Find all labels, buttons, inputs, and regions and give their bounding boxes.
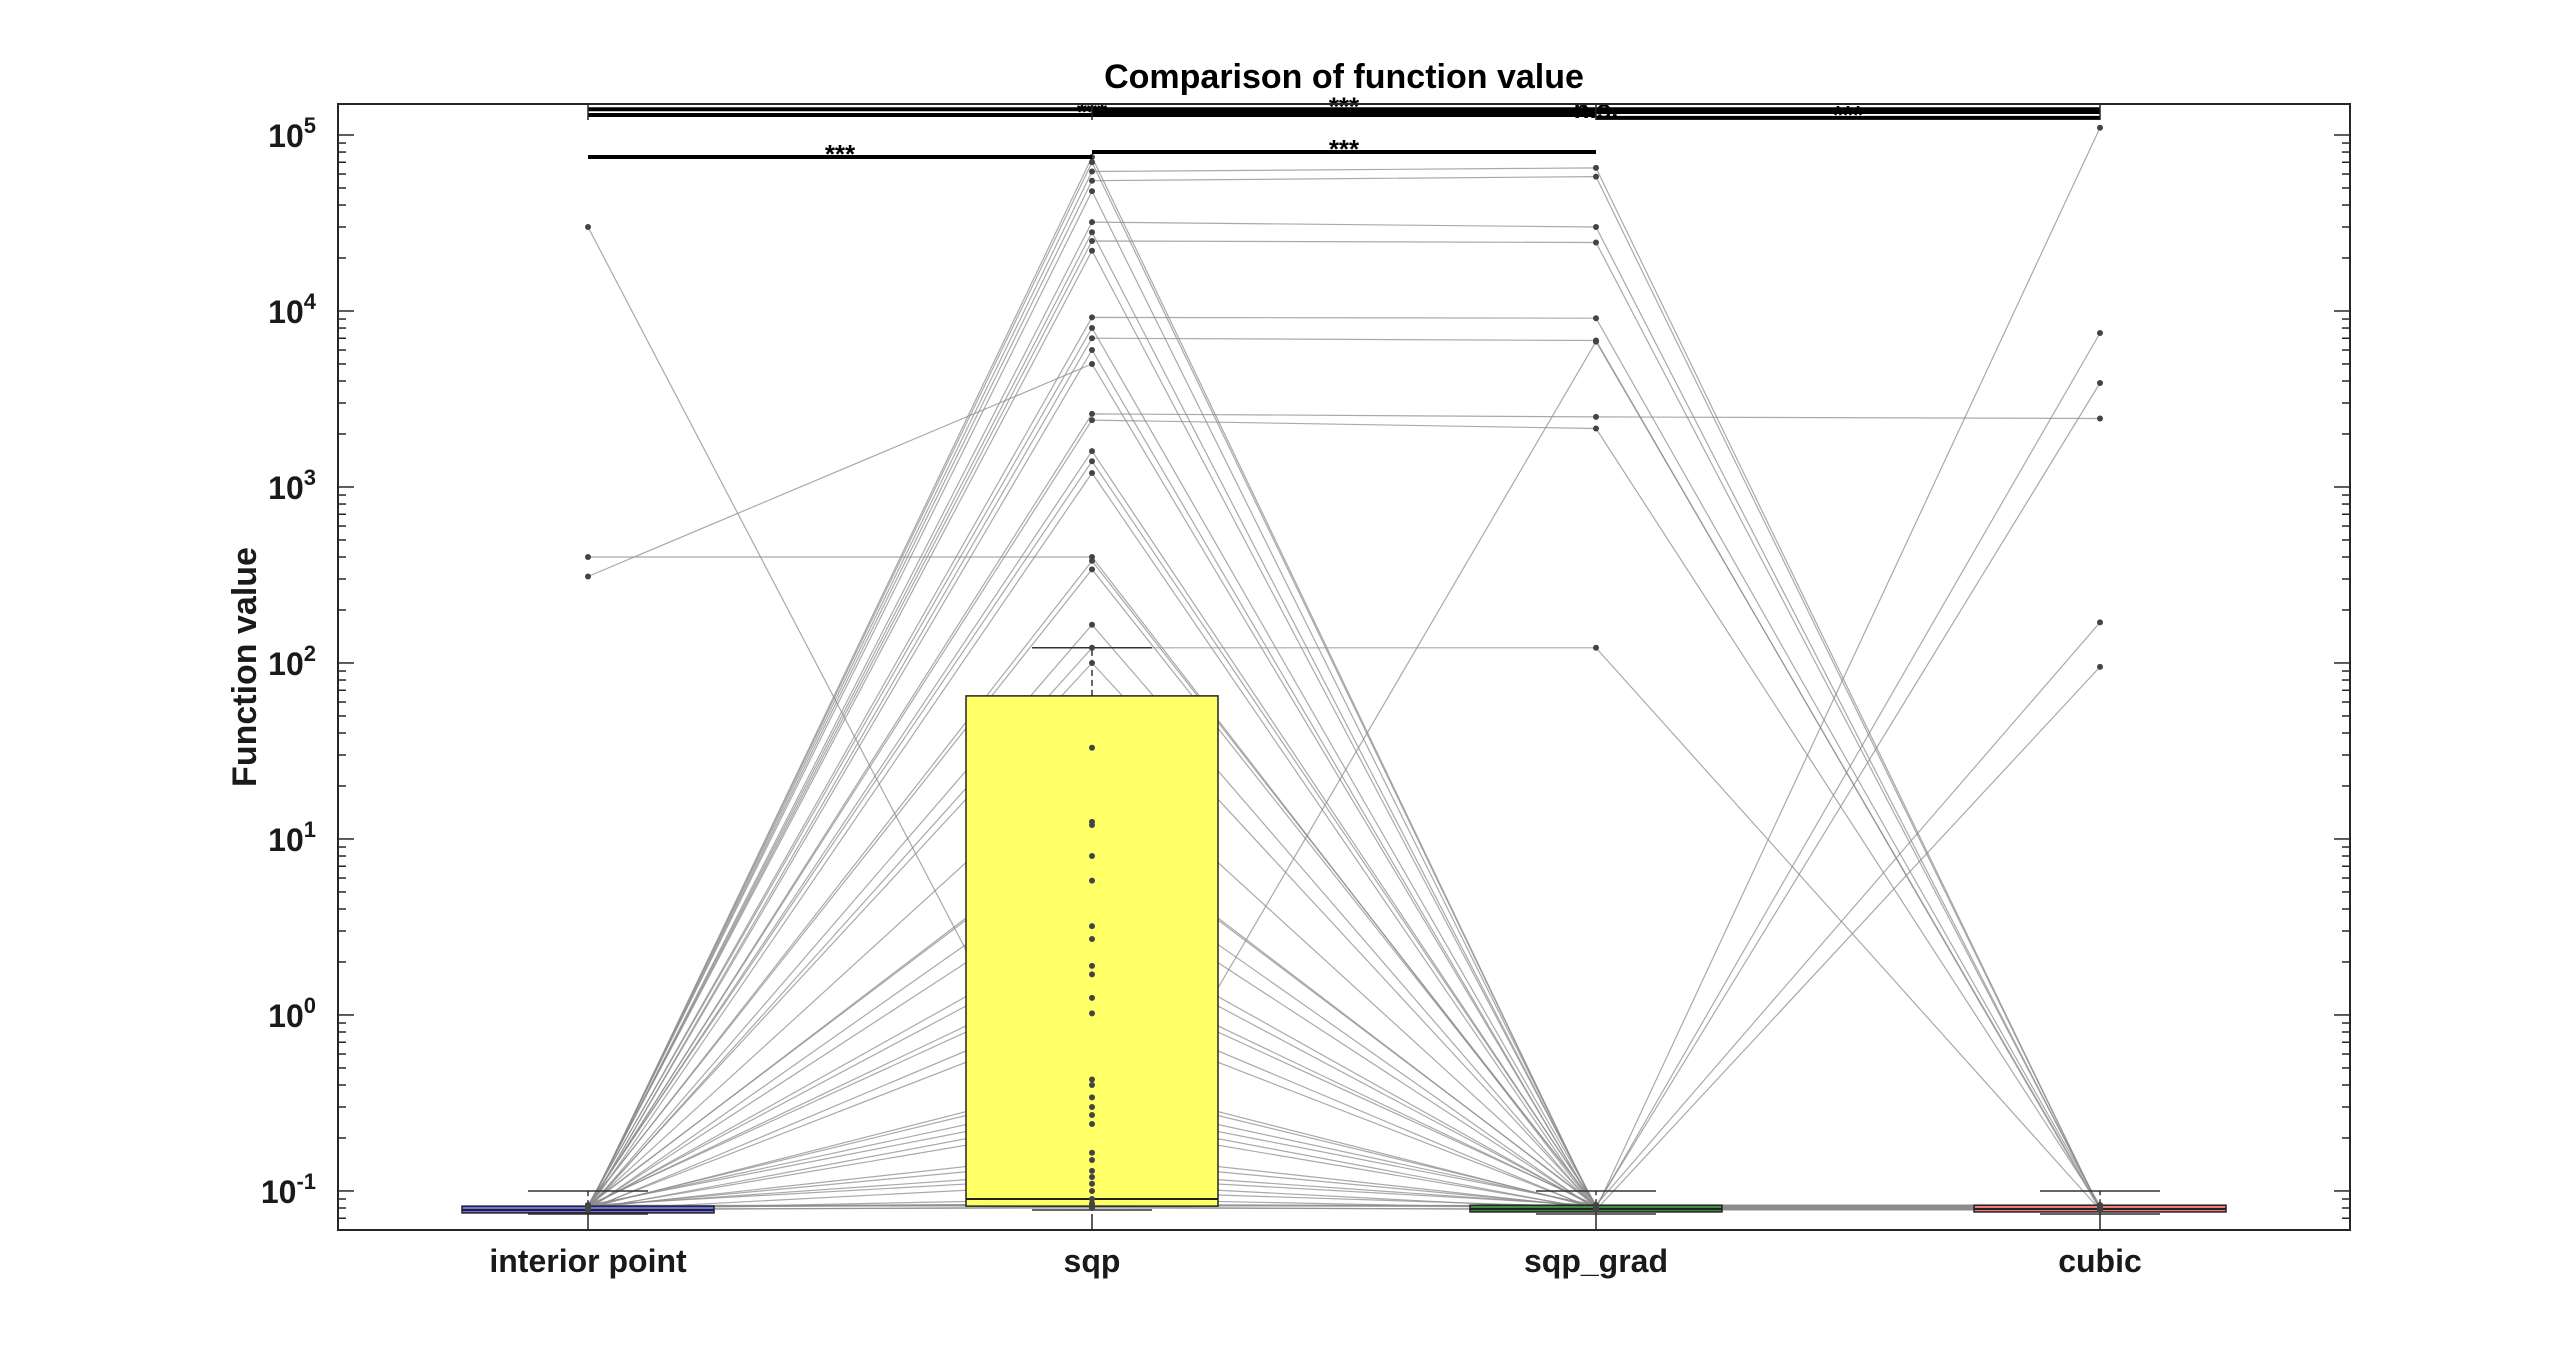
data-point xyxy=(1089,1168,1095,1174)
data-point xyxy=(585,574,591,580)
data-point xyxy=(1089,188,1095,194)
data-point xyxy=(1593,165,1599,171)
data-point xyxy=(1089,558,1095,564)
significance-label: *** xyxy=(825,139,856,169)
box-body xyxy=(966,696,1218,1206)
x-category-label: sqp_grad xyxy=(1524,1243,1668,1279)
data-point xyxy=(585,1206,591,1212)
data-point xyxy=(1089,995,1095,1001)
data-point xyxy=(1089,1174,1095,1180)
data-point xyxy=(1089,822,1095,828)
data-point xyxy=(1089,1112,1095,1118)
data-point xyxy=(2097,330,2103,336)
data-point xyxy=(1089,923,1095,929)
data-point xyxy=(1593,414,1599,420)
y-axis-label: Function value xyxy=(226,547,264,787)
data-point xyxy=(585,554,591,560)
data-point xyxy=(2097,1205,2103,1211)
data-point xyxy=(1089,314,1095,320)
x-category-label: interior point xyxy=(489,1243,687,1279)
data-point xyxy=(1089,853,1095,859)
data-point xyxy=(1089,745,1095,751)
data-point xyxy=(1089,229,1095,235)
data-point xyxy=(1593,315,1599,321)
data-point xyxy=(1593,645,1599,651)
data-point xyxy=(1089,1150,1095,1156)
significance-label: *** xyxy=(1329,134,1360,164)
data-point xyxy=(1089,169,1095,175)
data-point xyxy=(1089,325,1095,331)
x-category-label: sqp xyxy=(1064,1243,1121,1279)
data-point xyxy=(1089,566,1095,572)
data-point xyxy=(1593,1206,1599,1212)
data-point xyxy=(1089,335,1095,341)
x-category-label: cubic xyxy=(2058,1243,2142,1279)
data-point xyxy=(1089,361,1095,367)
data-point xyxy=(1089,238,1095,244)
data-point xyxy=(1089,1205,1095,1211)
data-point xyxy=(1089,159,1095,165)
data-point xyxy=(1593,174,1599,180)
data-point xyxy=(1089,219,1095,225)
data-point xyxy=(1089,963,1095,969)
data-point xyxy=(1089,936,1095,942)
data-point xyxy=(1089,622,1095,628)
data-point xyxy=(1089,248,1095,254)
data-point xyxy=(1593,426,1599,432)
data-point xyxy=(1089,1188,1095,1194)
data-point xyxy=(1089,178,1095,184)
data-point xyxy=(1089,1010,1095,1016)
data-point xyxy=(1089,417,1095,423)
data-point xyxy=(1089,1077,1095,1083)
data-point xyxy=(2097,619,2103,625)
data-point xyxy=(1089,411,1095,417)
data-point xyxy=(1089,1121,1095,1127)
data-point xyxy=(585,224,591,230)
data-point xyxy=(1089,1157,1095,1163)
data-point xyxy=(1089,660,1095,666)
data-point xyxy=(1089,448,1095,454)
data-point xyxy=(1089,971,1095,977)
data-point xyxy=(1089,1082,1095,1088)
data-point xyxy=(2097,416,2103,422)
chart-title: Comparison of function value xyxy=(1104,58,1584,96)
data-point xyxy=(1593,339,1599,345)
data-point xyxy=(2097,125,2103,131)
data-point xyxy=(1089,347,1095,353)
data-point xyxy=(1593,224,1599,230)
data-point xyxy=(1593,240,1599,246)
data-point xyxy=(1089,470,1095,476)
data-point xyxy=(1089,1181,1095,1187)
plot-area xyxy=(338,104,2350,1230)
data-point xyxy=(1089,1094,1095,1100)
data-point xyxy=(2097,380,2103,386)
data-point xyxy=(1089,1104,1095,1110)
data-point xyxy=(1089,878,1095,884)
data-point xyxy=(1089,645,1095,651)
data-point xyxy=(2097,664,2103,670)
data-point xyxy=(1089,458,1095,464)
